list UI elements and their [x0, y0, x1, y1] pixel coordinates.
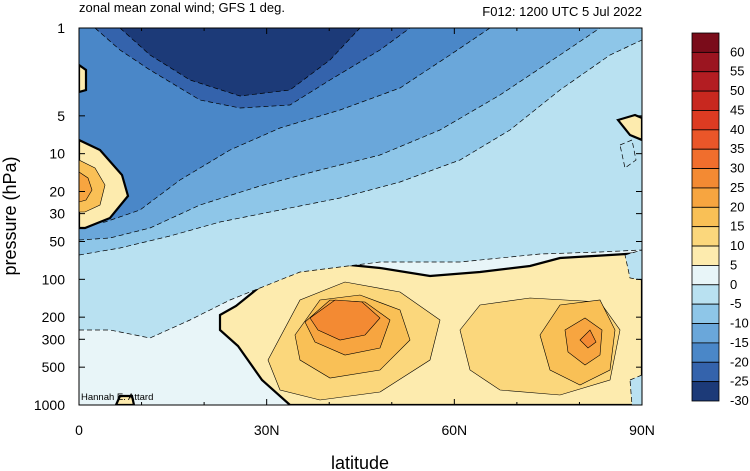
zero-contour-upper-polar	[616, 113, 642, 142]
colorbar-box	[691, 187, 720, 208]
colorbar-label: 10	[730, 238, 744, 253]
colorbar-box	[691, 129, 720, 150]
contour-minus5-polar-upper	[619, 139, 637, 169]
colorbar-box	[691, 381, 720, 402]
y-tick-label: 30	[49, 206, 65, 222]
colorbar-label: 50	[730, 83, 744, 98]
colorbar-box	[691, 226, 720, 247]
contour-field	[79, 28, 642, 405]
colorbar-label: 35	[730, 141, 744, 156]
y-tick-label: 20	[49, 183, 65, 199]
colorbar-box	[691, 303, 720, 324]
y-tick-label: 200	[42, 309, 66, 325]
x-tick-label: 0	[75, 422, 83, 438]
contour-minus30-easterlies	[119, 28, 361, 97]
y-tick-label: 5	[57, 108, 65, 124]
colorbar-box	[691, 323, 720, 344]
colorbar-label: -10	[730, 316, 749, 331]
x-tick-label: 30N	[254, 422, 280, 438]
colorbar-label: 45	[730, 102, 744, 117]
y-axis-label: pressure (hPa)	[0, 156, 20, 275]
y-tick-label: 100	[42, 271, 66, 287]
chart-title-right: F012: 1200 UTC 5 Jul 2022	[482, 4, 642, 19]
colorbar-label: 25	[730, 180, 744, 195]
colorbar-box	[691, 284, 720, 305]
colorbar-label: 40	[730, 122, 744, 137]
colorbar-label: -30	[730, 393, 749, 408]
x-axis: 0 30N 60N 90N	[75, 28, 655, 438]
colorbar-label: 15	[730, 219, 744, 234]
x-tick-label: 60N	[441, 422, 467, 438]
colorbar-box	[691, 245, 720, 266]
y-tick-label: 300	[42, 331, 66, 347]
y-tick-label: 1000	[34, 397, 65, 413]
colorbar-label: -15	[730, 335, 749, 350]
colorbar-label: 30	[730, 161, 744, 176]
x-axis-label: latitude	[331, 453, 389, 471]
contour-minus5-surface-polar	[629, 374, 642, 405]
colorbar-label: -5	[730, 296, 742, 311]
colorbar-box	[691, 206, 720, 228]
colorbar: 605550454035302520151050-5-10-15-20-25-3…	[691, 32, 749, 408]
contour-25-subtropical-core	[309, 299, 381, 341]
colorbar-label: -20	[730, 354, 749, 369]
x-tick-label: 90N	[629, 422, 655, 438]
colorbar-box	[691, 342, 720, 363]
y-tick-label: 50	[49, 234, 65, 250]
contour-30-polar-core	[579, 329, 597, 349]
chart-title-left: zonal mean zonal wind; GFS 1 deg.	[79, 0, 285, 15]
contour-minus5-polar-lower	[624, 249, 642, 281]
credit-text: Hannah E. Attard	[81, 392, 153, 403]
colorbar-label: 20	[730, 199, 744, 214]
contour-20-tropical	[79, 171, 93, 203]
colorbar-box	[691, 168, 720, 189]
colorbar-box	[691, 265, 720, 286]
colorbar-label: 0	[730, 277, 737, 292]
colorbar-box	[691, 361, 720, 383]
y-tick-label: 500	[42, 359, 66, 375]
colorbar-label: 60	[730, 44, 744, 59]
y-tick-label: 10	[49, 146, 65, 162]
colorbar-label: 5	[730, 257, 737, 272]
zero-contour-surface-equator	[114, 394, 136, 405]
colorbar-box	[691, 51, 720, 73]
colorbar-label: -25	[730, 374, 749, 389]
colorbar-box	[691, 110, 720, 131]
colorbar-label: 55	[730, 64, 744, 79]
plot-frame	[78, 27, 643, 406]
colorbar-box	[691, 32, 720, 53]
y-axis: 1 5 10 20 30 50 100 200 300 500 1000	[34, 20, 642, 413]
colorbar-box	[691, 148, 720, 169]
zero-contour-upper-equator	[79, 63, 88, 94]
colorbar-box	[691, 71, 720, 92]
y-tick-label: 1	[57, 20, 65, 36]
colorbar-box	[691, 90, 720, 111]
